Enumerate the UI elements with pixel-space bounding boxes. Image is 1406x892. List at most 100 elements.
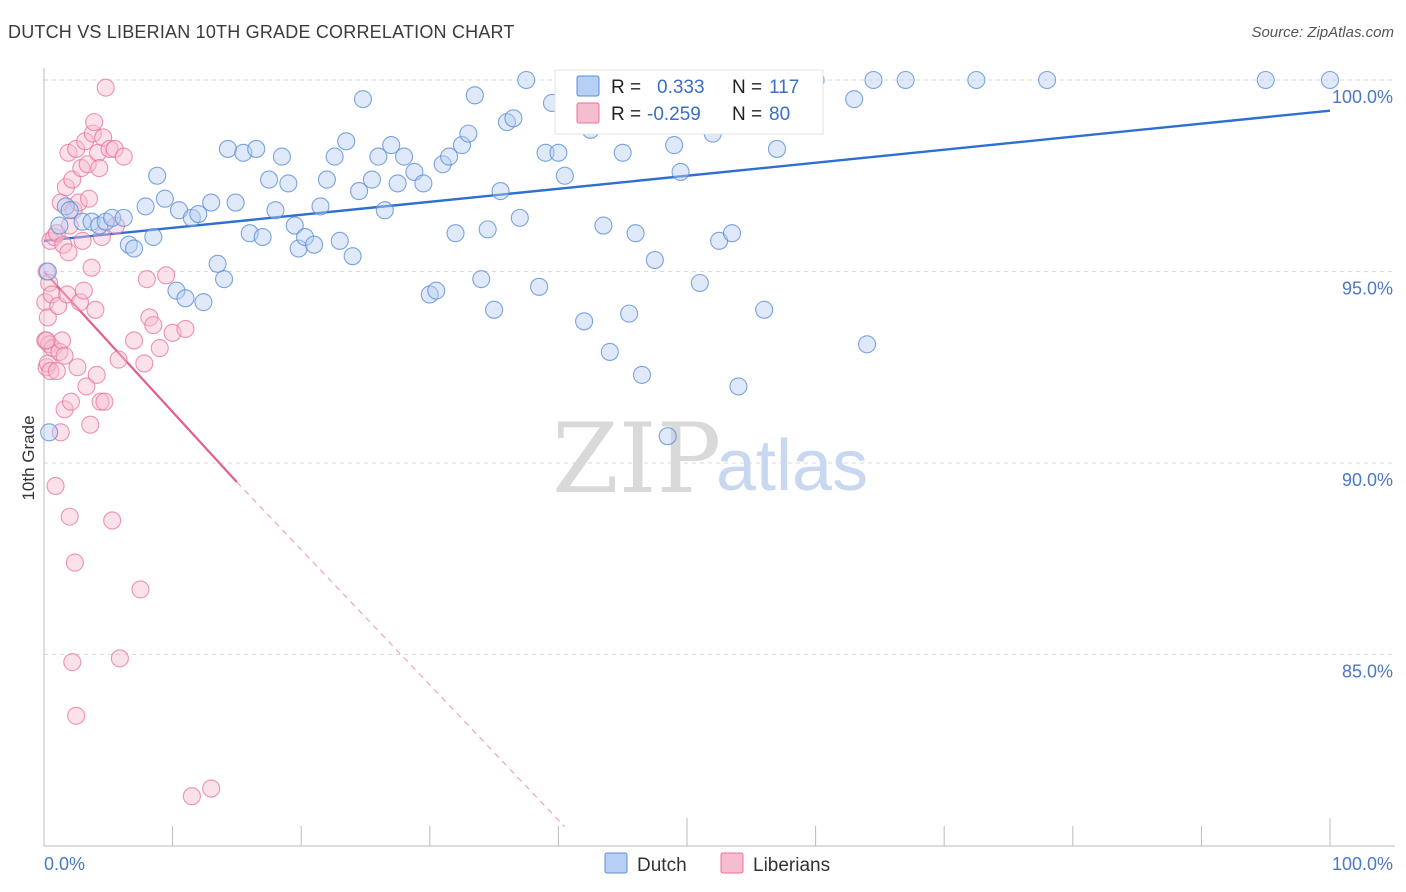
liberian-point [67,706,86,725]
liberian-point [95,392,114,411]
dutch-point [214,270,234,289]
dutch-point [388,174,407,193]
dutch-point [38,262,57,281]
legend-liberian-r: -0.259 [647,104,701,125]
dutch-point [620,304,639,323]
dutch-point [632,365,652,384]
liberian-point [176,319,195,339]
dutch-point [330,231,349,250]
legend-dutch-r: 0.333 [657,77,705,98]
dutch-point [658,427,677,446]
dutch-point [491,182,510,201]
dutch-point [337,132,356,151]
liberian-point [61,392,81,411]
liberian-point [103,511,122,530]
liberian-point [79,189,99,208]
liberian-point [150,339,169,358]
liberian-point [78,155,97,174]
dutch-point [148,166,167,185]
dutch-point [549,143,568,162]
dutch-point [50,216,69,235]
liberian-point [63,653,82,672]
dutch-point [671,162,690,181]
legend-dutch-swatch [576,75,600,97]
liberian-trend-line [43,270,238,483]
y-tick-label: 90.0% [1342,470,1393,490]
liberian-point [77,377,96,396]
liberian-point [94,128,113,147]
liberian-point [52,331,72,350]
dutch-point [259,170,279,189]
liberian-point [135,354,154,373]
dutch-point [266,201,285,220]
dutch-point [440,147,459,166]
dutch-point [144,227,163,247]
liberian-point [137,270,156,289]
dutch-point [478,220,497,239]
dutch-point [124,239,144,258]
dutch-point [60,201,79,220]
dutch-point [472,270,491,289]
liberian-trend-extrapolated [236,481,566,828]
dutch-point [729,377,748,396]
dutch-point [362,170,381,189]
dutch-point [114,208,133,227]
dutch-point [369,147,388,166]
dutch-point [155,189,174,208]
legend-n-label: N = [732,104,762,125]
dutch-point [485,300,504,319]
dutch-point [375,201,394,220]
liberian-point [182,787,201,806]
watermark-zip: ZIP [552,403,721,515]
chart-title: DUTCH VS LIBERIAN 10TH GRADE CORRELATION… [8,22,515,42]
dutch-point [427,281,446,300]
dutch-point [504,109,523,128]
dutch-point [247,139,266,158]
dutch-trend-line [43,109,1331,243]
legend-r-label: R = [611,77,641,98]
dutch-point [857,335,877,354]
dutch-point [253,227,272,247]
liberian-point [202,779,221,798]
gridlines [44,79,1395,655]
dutch-point [1038,70,1057,90]
liberian-point [86,300,105,319]
top-legend: R = 0.333 N = 117 R = -0.259 N = 80 [554,69,824,135]
dutch-point [208,254,227,273]
dutch-point [325,147,344,166]
liberian-point [68,358,87,377]
liberian-point [82,258,101,277]
liberian-point [76,132,95,151]
source-label: Source: ZipAtlas.com [1251,24,1394,41]
liberian-point [91,392,110,411]
dutch-point [536,143,555,162]
dutch-point [613,143,632,162]
dutch-point [414,174,433,193]
dutch-point [690,273,709,293]
dutch-point [305,235,324,254]
dutch-point [575,312,594,331]
legend-box [554,69,824,135]
legend-liberian-swatch [576,102,600,124]
bottom-legend-liberian-label: Liberians [753,855,830,876]
liberian-point [59,243,78,262]
dutch-point [845,90,864,109]
dutch-point [665,136,684,155]
dutch-point [530,277,549,296]
dutch-point [279,174,298,193]
dutch-point [343,247,362,266]
dutch-point [510,208,529,227]
liberian-point [85,113,104,132]
liberian-point [131,580,150,599]
dutch-point [136,197,155,216]
liberian-point [37,331,56,350]
dutch-point [433,155,452,174]
dutch-point [289,239,308,258]
liberian-point [46,476,65,496]
dutch-point [600,342,619,361]
legend-n-label: N = [732,77,762,98]
bottom-legend-dutch-label: Dutch [637,855,687,876]
dutch-point [1256,70,1275,90]
liberian-point [144,316,163,335]
